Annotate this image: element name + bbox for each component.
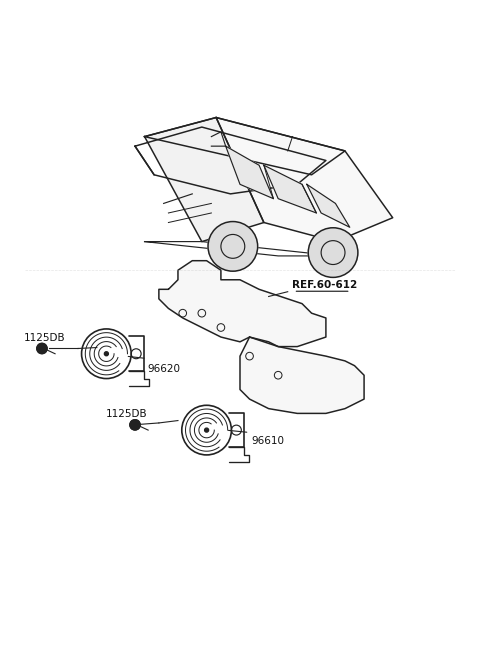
Polygon shape [144, 117, 345, 175]
Circle shape [208, 221, 258, 271]
Text: REF.60-612: REF.60-612 [292, 280, 358, 290]
Polygon shape [216, 117, 393, 242]
Circle shape [130, 420, 140, 430]
Polygon shape [226, 146, 274, 198]
Text: 1125DB: 1125DB [24, 333, 66, 343]
Circle shape [204, 428, 209, 432]
Circle shape [308, 228, 358, 277]
Circle shape [36, 343, 47, 354]
Polygon shape [240, 337, 364, 413]
Polygon shape [264, 165, 316, 213]
Circle shape [104, 352, 108, 356]
Text: 96620: 96620 [147, 364, 180, 374]
Text: 96610: 96610 [252, 436, 285, 446]
Polygon shape [307, 184, 350, 227]
Polygon shape [159, 261, 326, 346]
Polygon shape [144, 117, 264, 242]
Text: 1125DB: 1125DB [106, 409, 147, 419]
